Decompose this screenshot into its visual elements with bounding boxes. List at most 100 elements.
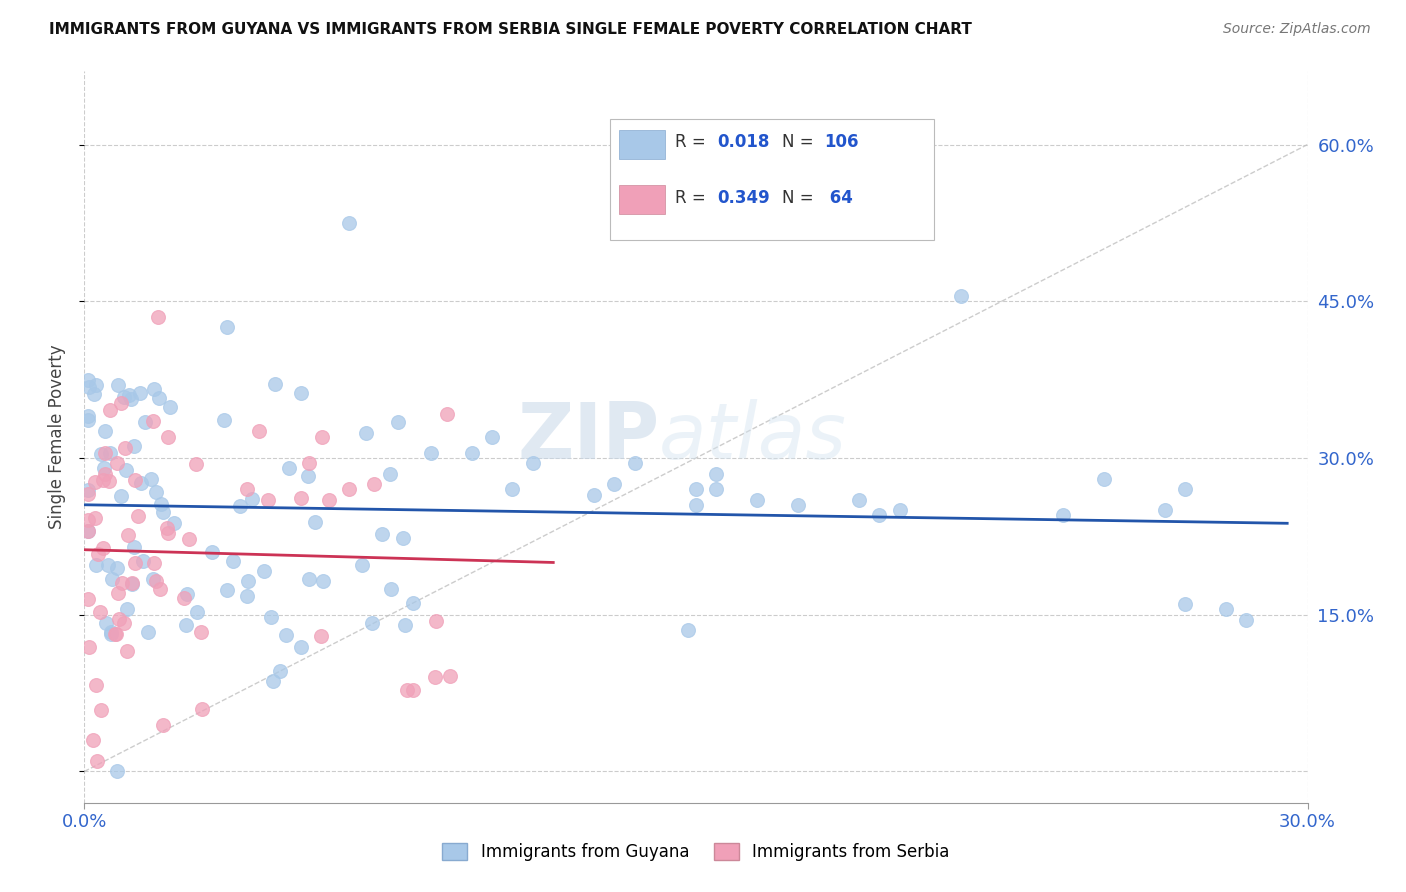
Point [143,556,166,570]
Point [162,516,184,530]
Point [77,513,100,527]
Point [129,476,152,491]
Point [311,430,333,444]
Text: N =: N = [782,133,813,152]
Point [84,511,107,525]
Point [186,605,208,619]
Point [461,446,484,460]
Point [111,575,134,590]
Point [83,386,105,401]
Point [82,733,104,747]
Point [105,764,128,779]
Text: N =: N = [782,189,813,207]
Point [603,477,626,491]
Point [84,558,107,572]
Point [191,702,214,716]
Point [115,463,138,477]
Point [127,508,149,523]
Point [84,377,107,392]
Point [93,446,115,460]
Point [122,540,145,554]
Point [124,556,146,570]
Point [869,508,891,523]
Point [142,415,165,429]
Point [157,430,180,444]
Point [86,754,108,768]
Text: atlas: atlas [659,399,848,475]
FancyBboxPatch shape [619,185,665,214]
Point [304,515,326,529]
Point [257,492,280,507]
Point [402,683,425,698]
Point [112,616,135,631]
Text: 0.349: 0.349 [717,189,769,207]
Point [122,439,145,453]
Point [121,577,143,591]
Point [120,392,142,406]
Point [387,416,409,430]
Point [235,589,257,603]
Point [105,456,128,470]
Point [143,382,166,396]
Point [134,415,156,429]
Point [392,531,415,545]
Point [128,385,150,400]
Point [1174,483,1197,497]
Point [77,483,100,497]
Point [787,498,810,512]
Point [159,400,181,414]
Point [142,572,165,586]
Point [156,526,179,541]
Point [212,413,235,427]
Point [107,378,129,392]
Text: ZIP: ZIP [517,399,659,475]
Point [354,426,377,441]
Point [156,521,179,535]
Point [77,640,100,654]
Point [583,487,606,501]
Point [146,310,169,324]
Point [79,380,101,394]
Point [98,403,121,417]
Point [77,413,100,427]
Point [145,484,167,499]
Point [706,467,728,481]
Point [395,683,418,698]
Point [96,615,118,630]
Point [104,627,127,641]
Point [117,528,139,542]
Legend: Immigrants from Guyana, Immigrants from Serbia: Immigrants from Guyana, Immigrants from … [436,836,956,868]
Point [90,703,112,717]
Point [502,483,524,497]
Point [481,430,503,444]
Point [264,376,287,391]
Point [298,456,321,470]
Point [107,612,129,626]
Point [89,605,111,619]
Point [215,583,238,598]
Point [262,674,284,689]
Point [104,627,127,641]
Point [136,624,159,639]
Point [118,388,141,402]
Point [152,718,174,732]
Point [201,545,224,559]
Point [339,216,361,230]
Point [100,572,122,586]
Text: R =: R = [675,133,711,152]
Point [394,617,416,632]
Point [624,456,647,470]
Point [174,618,197,632]
Point [100,624,122,639]
Point [173,591,195,605]
Point [522,456,544,470]
Point [380,582,402,596]
Point [290,385,312,400]
Point [420,446,443,460]
Text: 64: 64 [824,189,853,207]
Point [177,532,200,546]
Point [747,492,769,507]
Point [90,447,112,461]
Point [93,460,115,475]
Point [112,390,135,404]
